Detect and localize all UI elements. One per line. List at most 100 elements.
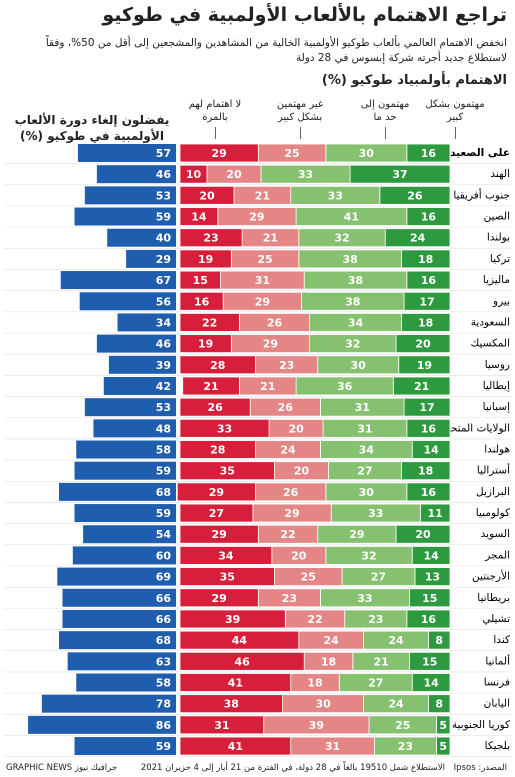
value-label: 34	[359, 444, 375, 457]
value-label: 16	[194, 295, 210, 308]
value-label: 17	[419, 295, 434, 308]
value-label: 32	[334, 232, 349, 245]
value-label: 35	[220, 571, 235, 584]
bar-segment	[179, 715, 265, 735]
value-label: 19	[198, 253, 213, 266]
subtitle: انخفض الاهتمام العالمي بألعاب طوكيو الأو…	[45, 37, 507, 64]
value-label: 31	[255, 274, 270, 287]
category-label: ماليزيا	[483, 274, 510, 286]
cancel-value-label: 48	[156, 422, 171, 435]
cancel-bar	[108, 355, 176, 374]
value-label: 21	[203, 380, 218, 393]
cancel-value-label: 40	[156, 232, 172, 245]
value-label: 20	[415, 338, 431, 351]
cancel-value-label: 54	[156, 528, 172, 541]
value-label: 28	[210, 444, 225, 457]
value-label: 18	[418, 465, 433, 478]
value-label: 14	[191, 211, 207, 224]
value-label: 24	[388, 634, 404, 647]
category-label: السعودية	[471, 316, 510, 328]
bar-segment	[179, 164, 208, 184]
value-label: 20	[288, 422, 304, 435]
category-label: الأرجنتين	[472, 570, 510, 583]
value-label: 19	[198, 338, 213, 351]
value-label: 15	[422, 592, 437, 605]
value-label: 26	[283, 486, 299, 499]
category-label: ألمانيا	[485, 653, 510, 667]
cancel-bar	[83, 525, 176, 544]
value-label: 5	[439, 740, 447, 753]
category-label: الصين	[484, 211, 510, 223]
value-label: 33	[368, 507, 383, 520]
category-label: أستراليا	[477, 463, 510, 477]
value-label: 25	[284, 147, 299, 160]
value-label: 31	[357, 422, 372, 435]
value-label: 29	[211, 147, 226, 160]
cancel-bar	[117, 313, 176, 332]
value-label: 20	[415, 528, 431, 541]
value-label: 24	[280, 444, 296, 457]
value-label: 38	[345, 295, 360, 308]
legend-tick	[385, 127, 386, 139]
value-label: 13	[425, 571, 440, 584]
source: المصدر: Ipsos	[453, 763, 507, 773]
value-label: 41	[344, 211, 359, 224]
bar-segment	[182, 376, 240, 396]
bar-segment	[179, 334, 232, 354]
value-label: 14	[423, 444, 439, 457]
cancel-header: يفضلون إلغاء دورة الألعاب الأولمبية في ط…	[14, 113, 170, 143]
cancel-bar	[84, 398, 176, 417]
cancel-bar	[59, 631, 176, 650]
category-label: إسبانيا	[483, 401, 510, 413]
cancel-value-label: 34	[156, 316, 172, 329]
legend-entry: مهتمون بشكل كبير	[425, 99, 485, 123]
cancel-value-label: 58	[156, 677, 171, 690]
cancel-bar	[60, 271, 177, 290]
value-label: 38	[348, 274, 363, 287]
value-label: 18	[418, 253, 433, 266]
bar-segment	[179, 185, 235, 205]
value-label: 29	[211, 528, 226, 541]
category-label: فرنسا	[484, 677, 510, 689]
legend-tick	[215, 127, 216, 139]
value-label: 22	[307, 613, 322, 626]
value-label: 26	[207, 401, 223, 414]
cancel-value-label: 39	[156, 359, 171, 372]
cancel-value-label: 29	[156, 253, 171, 266]
cancel-value-label: 58	[156, 444, 171, 457]
bar-segment	[179, 440, 256, 459]
value-label: 5	[439, 719, 447, 732]
cancel-bar	[74, 207, 176, 226]
value-label: 15	[422, 655, 437, 668]
cancel-value-label: 59	[156, 740, 171, 753]
value-label: 22	[202, 316, 217, 329]
cancel-bar	[126, 249, 176, 268]
value-label: 25	[301, 571, 316, 584]
cancel-bar	[93, 419, 176, 438]
value-label: 15	[193, 274, 208, 287]
value-label: 21	[263, 232, 278, 245]
category-label: كولومبيا	[476, 507, 510, 519]
legend-tick	[455, 127, 456, 139]
value-label: 46	[234, 655, 250, 668]
value-label: 26	[278, 401, 294, 414]
cancel-value-label: 42	[156, 380, 171, 393]
bar-segment	[179, 609, 286, 629]
bar-segment	[179, 588, 259, 608]
credit: GRAPHIC NEWS جرافيك نيوز	[6, 763, 118, 773]
cancel-value-label: 66	[156, 613, 172, 626]
value-label: 30	[359, 486, 375, 499]
cancel-bar	[59, 482, 176, 501]
value-label: 29	[249, 211, 264, 224]
value-label: 20	[199, 189, 215, 202]
value-label: 33	[298, 168, 313, 181]
category-label: جنوب أفريقيا	[453, 187, 510, 201]
value-label: 37	[392, 168, 407, 181]
value-label: 44	[232, 634, 248, 647]
cancel-value-label: 46	[156, 168, 172, 181]
legend-entry: مهتمون إلى حد ما	[360, 99, 410, 123]
category-label: اليابان	[484, 698, 510, 710]
category-label: المجر	[484, 549, 510, 561]
bar-segment	[179, 249, 232, 269]
value-label: 33	[328, 189, 343, 202]
